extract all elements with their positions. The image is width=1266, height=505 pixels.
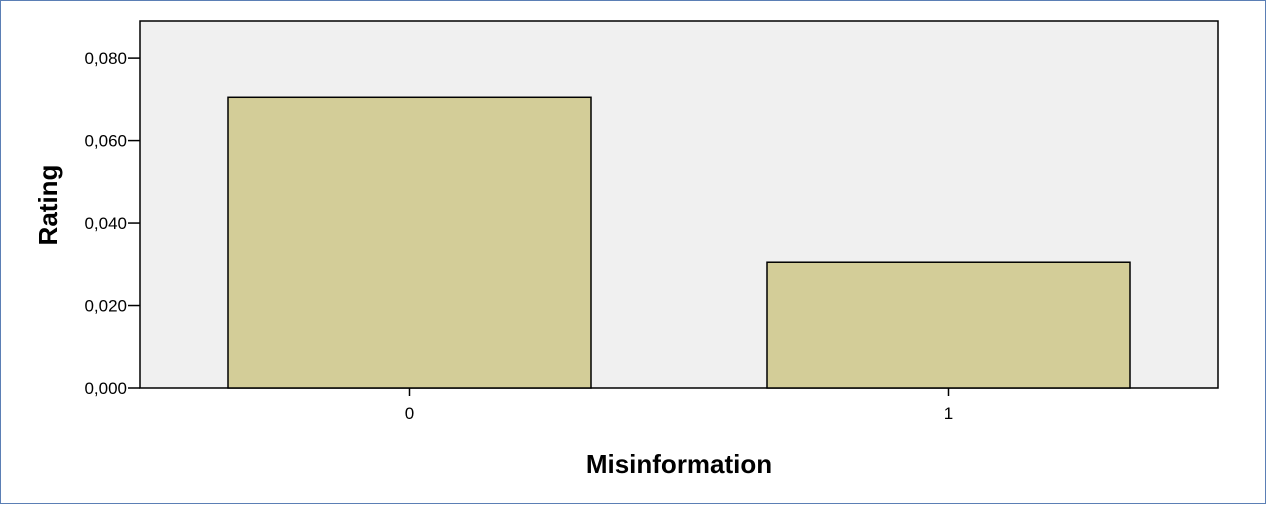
x-tick-label: 1	[944, 404, 953, 423]
y-tick-label: 0,060	[84, 132, 127, 151]
bar-0	[227, 96, 592, 389]
x-axis-title: Misinformation	[586, 449, 772, 479]
bars-group	[227, 96, 1131, 389]
y-tick-label: 0,000	[84, 379, 127, 398]
bar-1	[766, 261, 1131, 389]
y-tick-label: 0,040	[84, 214, 127, 233]
x-tick-label: 0	[405, 404, 414, 423]
y-axis-title: Rating	[33, 165, 63, 246]
y-axis: 0,000 0,020 0,040 0,060 0,080	[84, 49, 140, 398]
y-tick-label: 0,020	[84, 297, 127, 316]
y-tick-label: 0,080	[84, 49, 127, 68]
